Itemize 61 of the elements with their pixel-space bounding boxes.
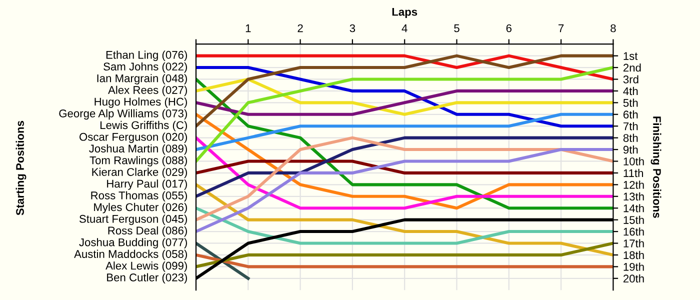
series-label: Hugo Holmes (HC) <box>94 97 187 108</box>
y-tick-label: 11th <box>624 168 644 178</box>
y-tick-label: 9th <box>623 146 638 154</box>
y-axis-title: Finishing Positions <box>650 116 662 218</box>
y-tick-label: 14th <box>624 204 644 212</box>
x-tick-label: 7 <box>558 24 564 32</box>
series-label: Stuart Ferguson (045) <box>79 214 187 225</box>
series-label: Ben Cutler (023) <box>107 273 187 284</box>
line-series <box>196 183 614 256</box>
y-tick-label: 10th <box>624 157 644 166</box>
line-series <box>196 112 614 210</box>
line-series <box>196 112 614 152</box>
y-tick-label: 4th <box>623 86 638 96</box>
series-label: Ross Thomas (055) <box>91 191 187 202</box>
y-tick-label: 13th <box>624 192 644 201</box>
y-tick-label: 12th <box>624 180 644 189</box>
line-series <box>196 78 614 116</box>
y-tick-label: 20th <box>623 274 644 283</box>
x-tick-label: 5 <box>454 24 460 32</box>
y-tick-label: 5th <box>623 98 638 107</box>
line-series <box>196 148 614 234</box>
series-label: Joshua Budding (077) <box>79 238 187 248</box>
line-series <box>196 66 614 128</box>
series-label: Lewis Griffiths (C) <box>100 120 187 132</box>
x-tick-label: 2 <box>298 24 303 32</box>
series-label: Sam Johns (022) <box>104 62 187 73</box>
line-series <box>196 66 614 163</box>
series-label: Austin Maddocks (058) <box>74 250 187 260</box>
series-label: Joshua Martin (089) <box>89 144 187 155</box>
y-tick-label: 2nd <box>623 64 641 72</box>
line-series <box>196 136 614 198</box>
y-tick-label: 15th <box>624 216 644 224</box>
y-tick-label: 7th <box>623 122 638 130</box>
y-tick-label: 8th <box>623 134 638 142</box>
x-tick-label: 1 <box>246 24 251 32</box>
series-label: Kieran Clarke (029) <box>92 168 187 178</box>
series-label: Ross Deal (086) <box>108 226 187 237</box>
x-axis-title: Laps <box>392 8 418 18</box>
series-label: Tom Rawlings (088) <box>90 156 187 166</box>
y-tick-label: 16th <box>624 228 644 236</box>
x-tick-label: 6 <box>506 24 512 32</box>
series-label: Oscar Ferguson (020) <box>80 132 187 143</box>
series-label: Ian Margrain (048) <box>97 74 187 84</box>
series-label: George Alp Williams (073) <box>59 109 187 120</box>
series-label: Alex Lewis (099) <box>106 261 187 272</box>
y-tick-label: 17th <box>624 239 644 248</box>
series-label: Alex Rees (027) <box>108 86 187 96</box>
series-label: Harry Paul (017) <box>107 179 187 190</box>
series-label: Myles Chuter (026) <box>94 202 187 214</box>
line-series <box>196 54 614 128</box>
x-tick-label: 4 <box>402 24 408 32</box>
y-tick-label: 19th <box>624 262 644 271</box>
series-label: Ethan Ling (076) <box>106 50 187 61</box>
y-tick-label: 1st <box>624 52 638 60</box>
y-tick-label: 18th <box>624 250 644 260</box>
text: Starting Positions <box>16 120 26 216</box>
x-tick-label: 8 <box>610 24 616 32</box>
line-series <box>196 78 614 210</box>
y-tick-label: 3rd <box>623 75 638 84</box>
y-tick-label: 6th <box>623 110 638 119</box>
x-tick-label: 3 <box>350 24 356 32</box>
